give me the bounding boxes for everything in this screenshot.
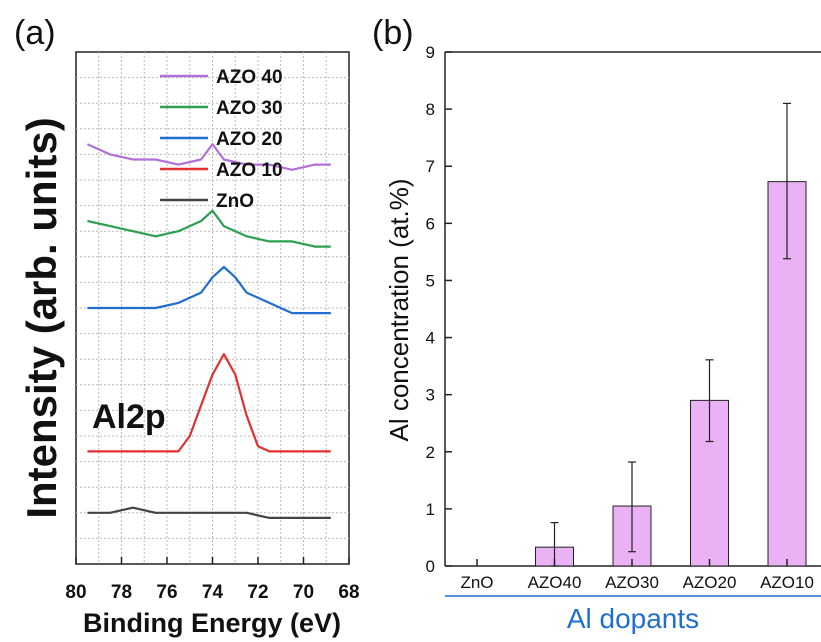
- panel-b-x-tick-label: AZO20: [683, 573, 737, 592]
- panel-a-legend-label: ZnO: [216, 191, 254, 212]
- panel-b-label: (b): [372, 14, 414, 52]
- panel-b-y-tick-label: 6: [426, 214, 435, 233]
- panel-b-y-ticks: 0 1 2 3 4 5 6 7 8 9: [426, 43, 452, 576]
- panel-a-grid: [76, 52, 349, 564]
- panel-b-y-tick-label: 0: [426, 557, 435, 576]
- panel-a-series-line: [87, 353, 331, 453]
- panel-a-legend-label: AZO 20: [216, 129, 283, 150]
- panel-a-x-tick-label: 70: [293, 582, 314, 603]
- panel-a-x-tick-label: 80: [65, 582, 86, 603]
- panel-b-x-tick-label: AZO10: [760, 573, 814, 592]
- panel-a-x-tick-label: 78: [111, 582, 132, 603]
- panel-a-x-tick-label: 72: [247, 582, 268, 603]
- panel-b-y-tick-label: 5: [426, 271, 435, 290]
- panel-b-y-tick-label: 9: [426, 43, 435, 62]
- panel-a-series-line: [86, 143, 331, 171]
- panel-a-legend-label: AZO 10: [216, 160, 283, 181]
- panel-a-series-line: [87, 265, 331, 315]
- panel-a-x-axis-label: Binding Energy (eV): [83, 608, 341, 638]
- panel-a-series-line: [87, 209, 331, 248]
- panel-b: (b) 0 1 2 3 4 5 6 7 8 9 ZnO AZO40 AZO30 AZO20 AZO10 A…: [372, 14, 821, 634]
- panel-a-legend: AZO 40 AZO 30 AZO 20 AZO 10 ZnO: [160, 67, 283, 212]
- panel-b-y-tick-label: 1: [426, 500, 435, 519]
- panel-b-y-axis-label: Al concentration (at.%): [384, 178, 414, 441]
- panel-b-y-tick-label: 7: [426, 157, 435, 176]
- panel-b-y-tick-label: 4: [426, 329, 435, 348]
- panel-a-legend-label: AZO 30: [216, 98, 283, 119]
- panel-a-legend-label: AZO 40: [216, 67, 283, 88]
- panel-a-x-tick-label: 74: [202, 582, 224, 603]
- panel-a-x-tick-label: 76: [156, 582, 177, 603]
- panel-b-x-tick-label: AZO30: [605, 573, 659, 592]
- panel-b-y-tick-label: 8: [426, 100, 435, 119]
- panel-b-x-axis-label: Al dopants: [567, 603, 699, 634]
- panel-a-label: (a): [14, 14, 56, 52]
- panel-a-series: [86, 143, 331, 520]
- panel-b-x-tick-label: ZnO: [460, 573, 493, 592]
- panel-a-series-line: [87, 506, 331, 520]
- panel-b-bars: [535, 102, 807, 567]
- panel-b-y-tick-label: 2: [426, 443, 435, 462]
- panel-b-y-tick-label: 3: [426, 386, 435, 405]
- panel-b-x-ticks: ZnO AZO40 AZO30 AZO20 AZO10: [460, 559, 814, 592]
- panel-a-y-axis-label: Intensity (arb. units): [18, 117, 65, 518]
- panel-a-annotation: Al2p: [92, 398, 166, 436]
- panel-a-x-tick-label: 68: [338, 582, 359, 603]
- panel-b-x-tick-label: AZO40: [528, 573, 582, 592]
- panel-a-x-ticks: 80 78 76 74 72 70 68: [65, 557, 360, 603]
